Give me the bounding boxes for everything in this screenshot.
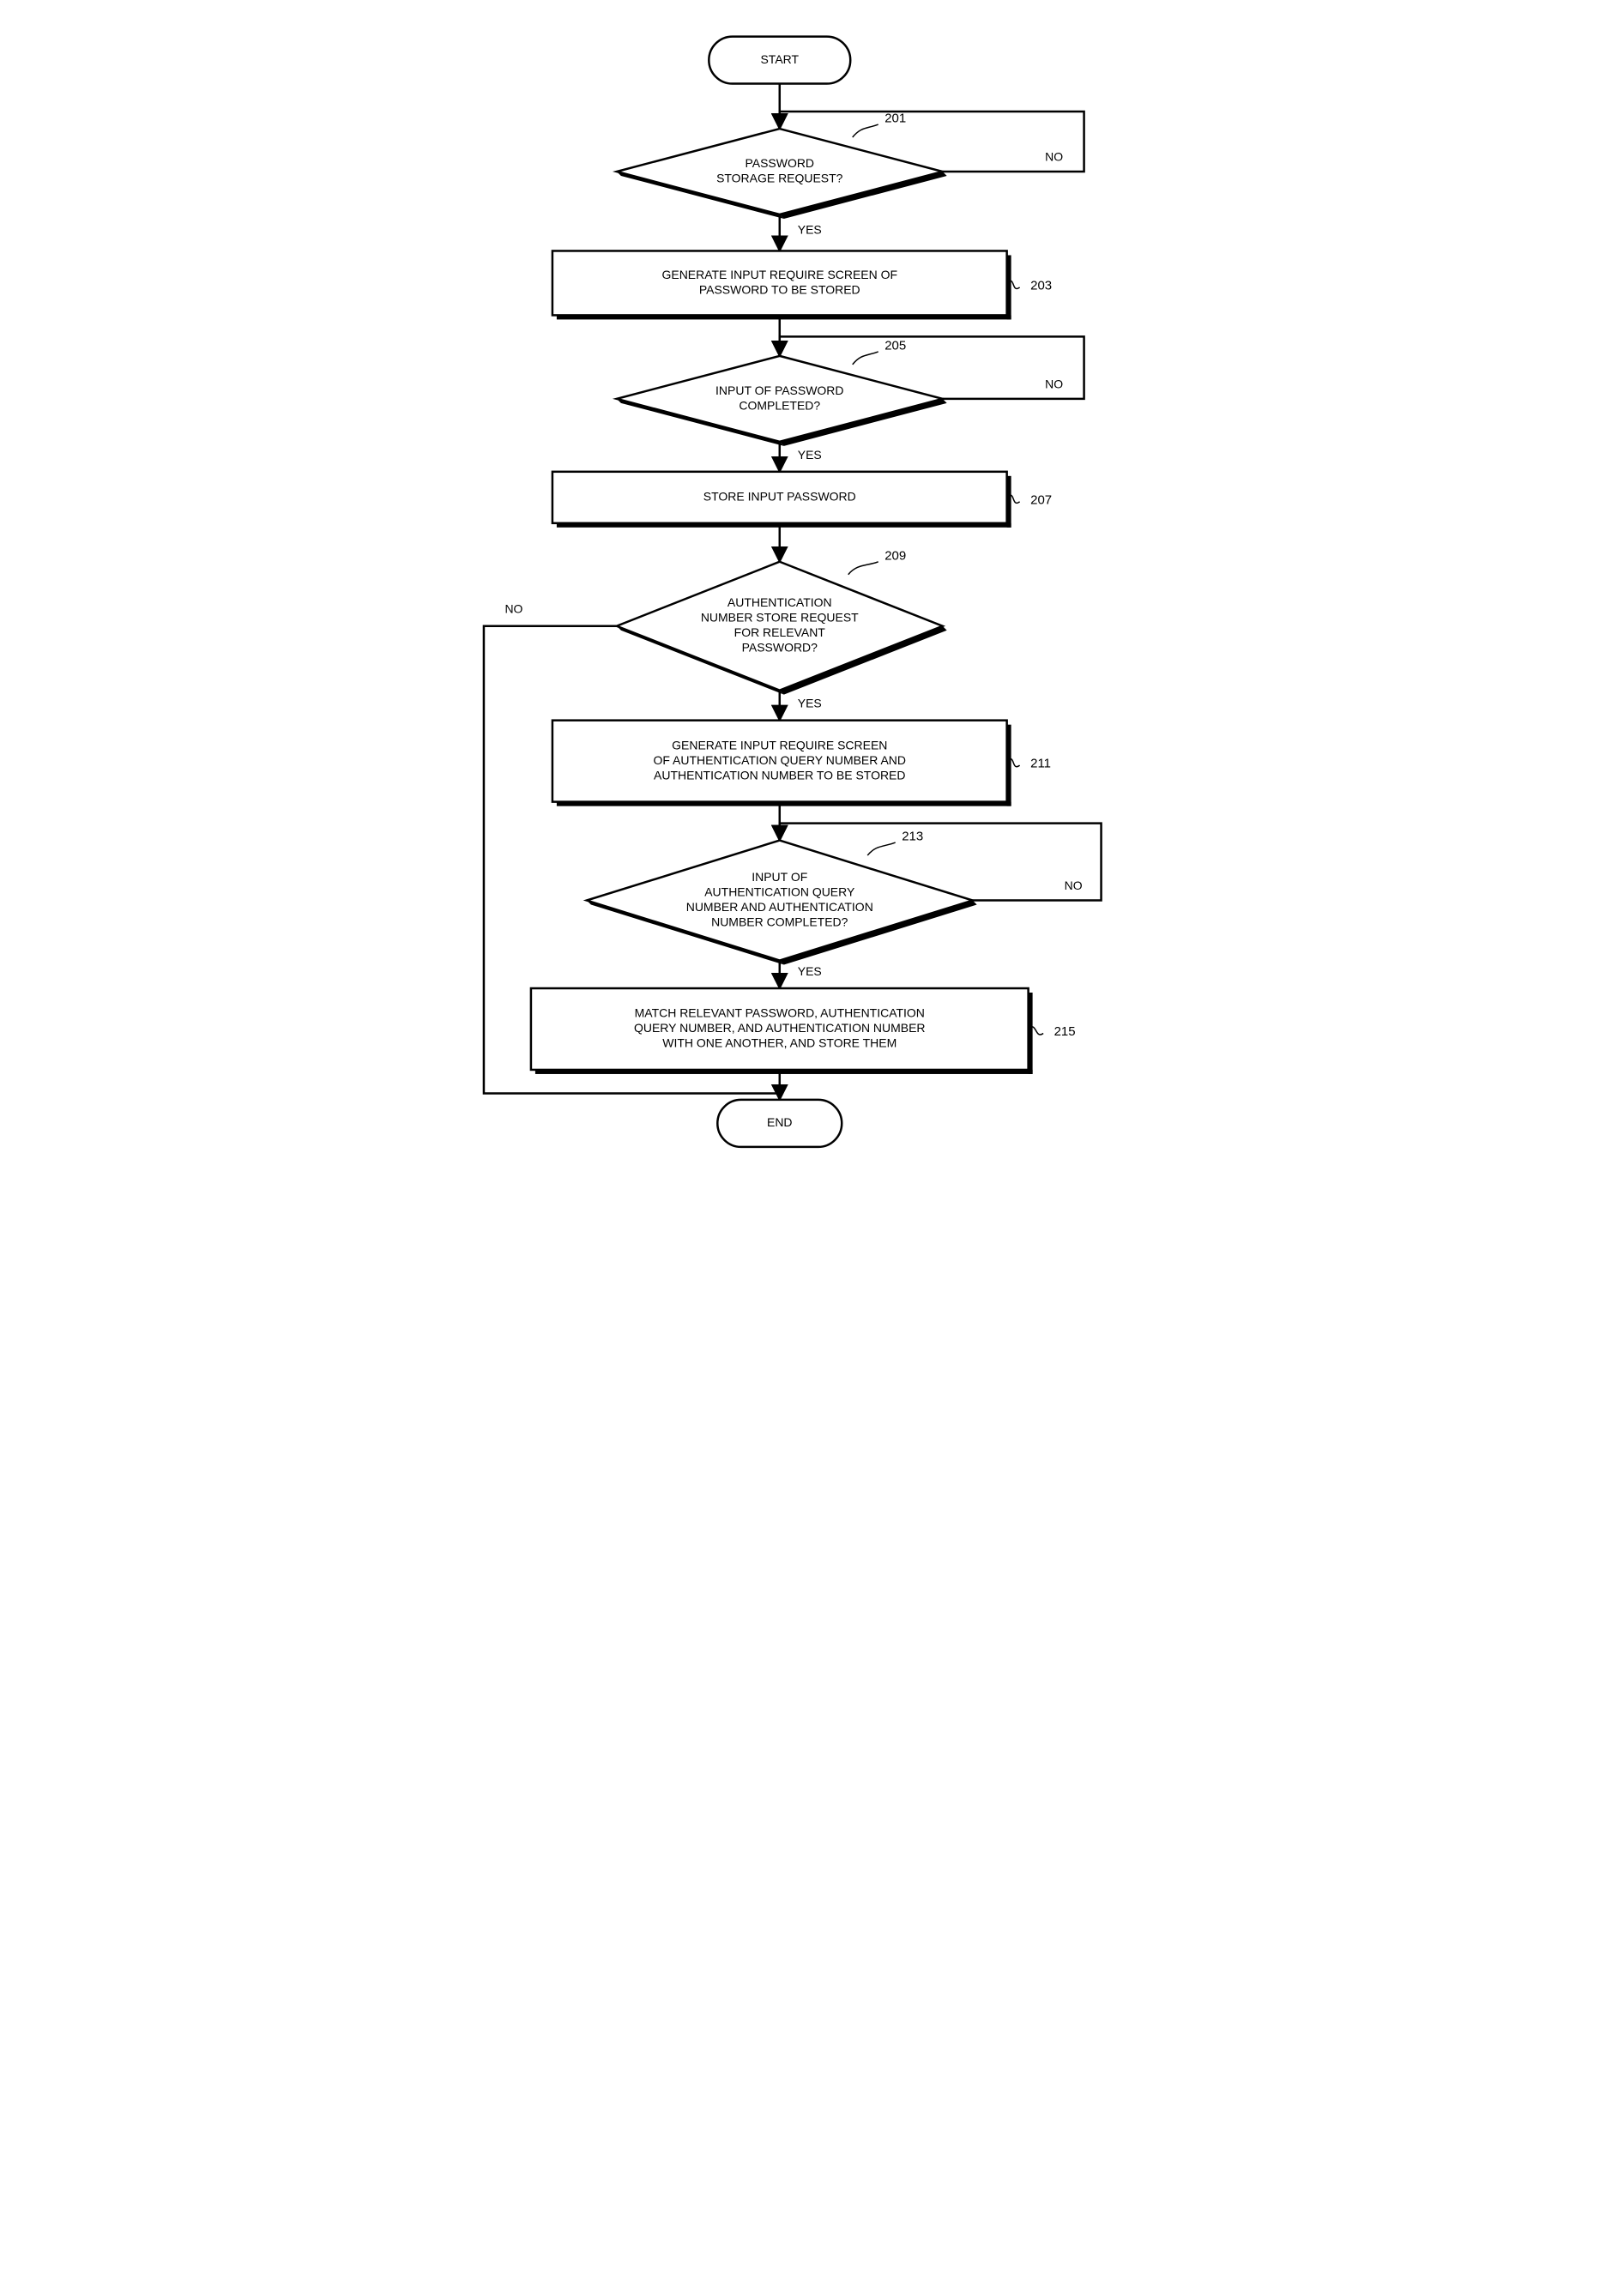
node-text: MATCH RELEVANT PASSWORD, AUTHENTICATION <box>634 1006 924 1020</box>
node-text: NUMBER STORE REQUEST <box>700 611 858 625</box>
edge-label: YES <box>797 964 821 978</box>
edge-label: NO <box>1045 377 1063 390</box>
node-text: START <box>760 52 799 66</box>
edge-label: YES <box>797 448 821 462</box>
step-label: 205 <box>884 338 906 353</box>
node-text: COMPLETED? <box>739 398 820 412</box>
step-label: 215 <box>1053 1024 1075 1039</box>
node-text: PASSWORD? <box>741 641 818 655</box>
node-text: STORE INPUT PASSWORD <box>703 490 855 504</box>
node-text: OF AUTHENTICATION QUERY NUMBER AND <box>653 753 905 767</box>
node-text: PASSWORD TO BE STORED <box>698 282 860 296</box>
node-text: GENERATE INPUT REQUIRE SCREEN <box>672 738 887 752</box>
edge-label: NO <box>504 602 522 616</box>
node-text: AUTHENTICATION QUERY <box>704 885 855 899</box>
node-text: FOR RELEVANT <box>734 625 825 639</box>
node-text: PASSWORD <box>745 156 814 170</box>
step-label: 201 <box>884 112 906 126</box>
node-text: INPUT OF PASSWORD <box>715 383 843 397</box>
node-text: NUMBER AND AUTHENTICATION <box>685 900 872 914</box>
step-label: 203 <box>1030 278 1052 293</box>
step-label: 207 <box>1030 492 1052 507</box>
node-text: NUMBER COMPLETED? <box>711 915 848 928</box>
step-label: 211 <box>1030 757 1051 771</box>
node-text: QUERY NUMBER, AND AUTHENTICATION NUMBER <box>633 1021 925 1035</box>
edge-label: YES <box>797 697 821 710</box>
flowchart-svg: YES NO YES NO YES NO YES NO START PASSWORDSTORAGE… <box>407 17 1218 1161</box>
step-label: 209 <box>884 548 906 563</box>
edge-label: NO <box>1064 878 1082 892</box>
node-text: AUTHENTICATION <box>727 595 831 609</box>
node-text: AUTHENTICATION NUMBER TO BE STORED <box>654 768 905 782</box>
node-text: GENERATE INPUT REQUIRE SCREEN OF <box>661 268 897 281</box>
node-text: STORAGE REQUEST? <box>716 171 843 184</box>
step-label: 213 <box>902 830 923 844</box>
node-text: INPUT OF <box>752 870 807 884</box>
node-text: END <box>767 1115 793 1129</box>
node-text: WITH ONE ANOTHER, AND STORE THEM <box>662 1036 897 1050</box>
edge-label: NO <box>1045 150 1063 164</box>
edge-label: YES <box>797 222 821 236</box>
